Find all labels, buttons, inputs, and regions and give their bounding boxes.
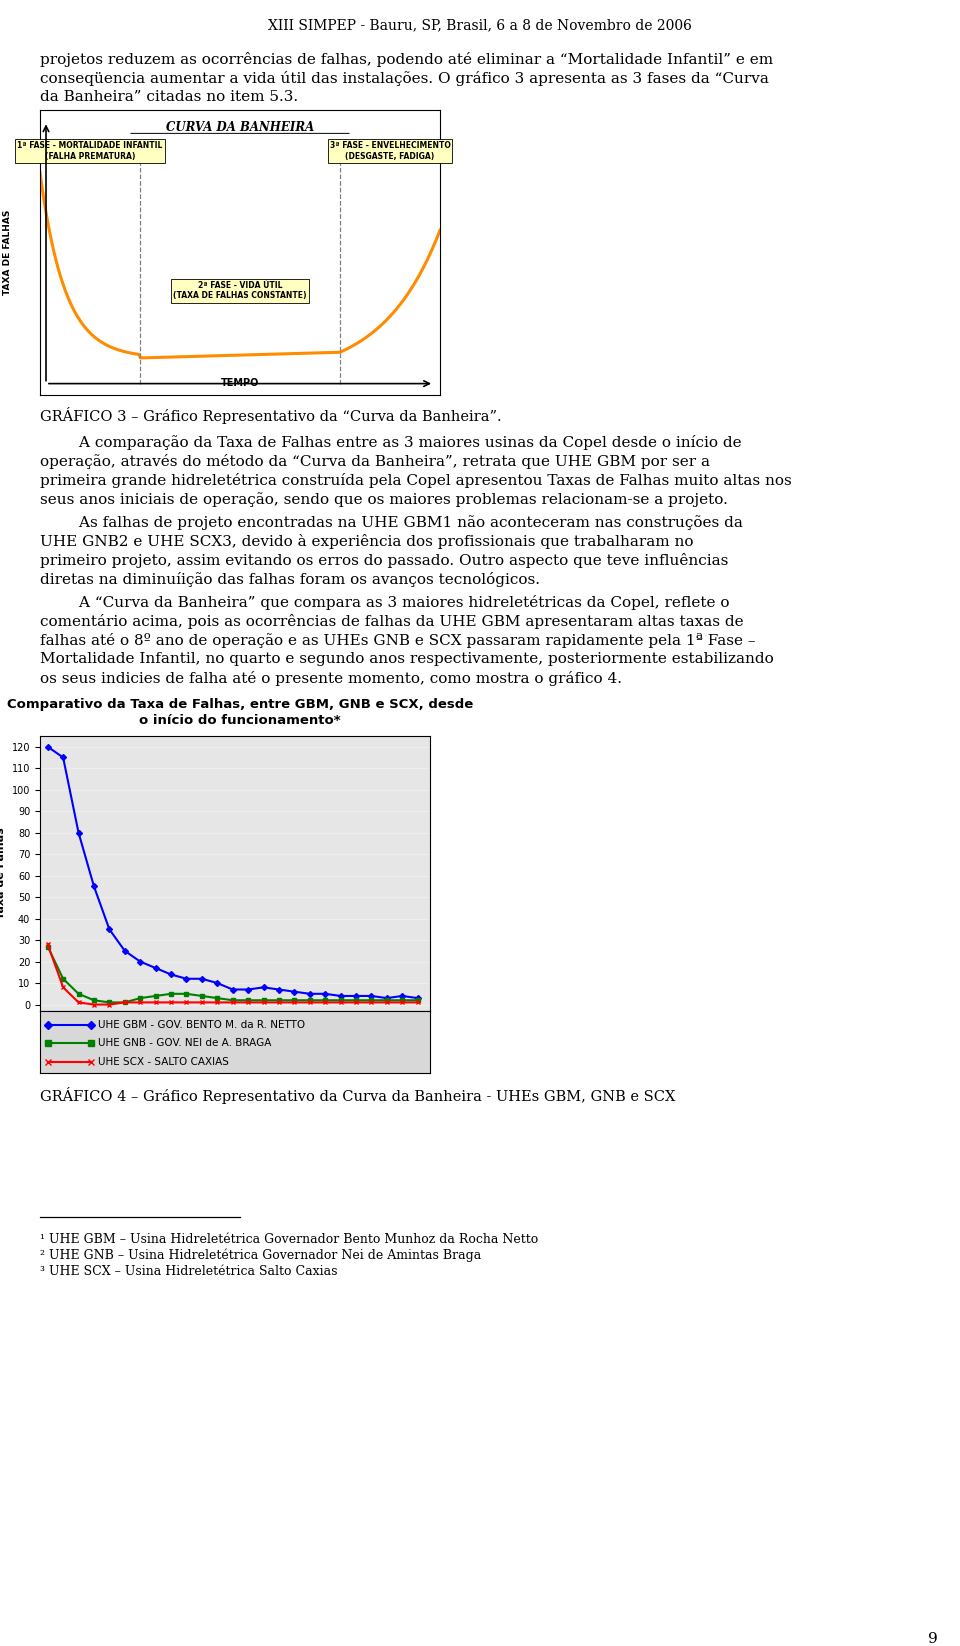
Text: ¹ UHE GBM – Usina Hidreletétrica Governador Bento Munhoz da Rocha Netto: ¹ UHE GBM – Usina Hidreletétrica Governa… (40, 1233, 539, 1246)
Text: Mortalidade Infantil, no quarto e segundo anos respectivamente, posteriormente e: Mortalidade Infantil, no quarto e segund… (40, 652, 774, 667)
Text: TEMPO: TEMPO (221, 379, 259, 388)
Text: ² UHE GNB – Usina Hidreletétrica Governador Nei de Amintas Braga: ² UHE GNB – Usina Hidreletétrica Governa… (40, 1249, 481, 1262)
Text: A “Curva da Banheira” que compara as 3 maiores hidreletétricas da Copel, reflete: A “Curva da Banheira” que compara as 3 m… (40, 594, 730, 611)
Text: primeiro projeto, assim evitando os erros do passado. Outro aspecto que teve inf: primeiro projeto, assim evitando os erro… (40, 553, 729, 568)
Text: o início do funcionamento*: o início do funcionamento* (139, 714, 341, 728)
Text: seus anos iniciais de operação, sendo que os maiores problemas relacionam-se a p: seus anos iniciais de operação, sendo qu… (40, 492, 728, 507)
Text: diretas na diminuíição das falhas foram os avanços tecnológicos.: diretas na diminuíição das falhas foram … (40, 573, 540, 588)
Text: operação, através do método da “Curva da Banheira”, retrata que UHE GBM por ser : operação, através do método da “Curva da… (40, 454, 710, 469)
Text: da Banheira” citadas no item 5.3.: da Banheira” citadas no item 5.3. (40, 91, 299, 104)
Text: conseqüencia aumentar a vida útil das instalações. O gráfico 3 apresenta as 3 fa: conseqüencia aumentar a vida útil das in… (40, 71, 769, 86)
Text: A comparação da Taxa de Falhas entre as 3 maiores usinas da Copel desde o início: A comparação da Taxa de Falhas entre as … (40, 435, 742, 449)
Text: CURVA DA BANHEIRA: CURVA DA BANHEIRA (166, 122, 314, 135)
Text: falhas até o 8º ano de operação e as UHEs GNB e SCX passaram rapidamente pela 1ª: falhas até o 8º ano de operação e as UHE… (40, 634, 756, 649)
Text: Comparativo da Taxa de Falhas, entre GBM, GNB e SCX, desde: Comparativo da Taxa de Falhas, entre GBM… (7, 698, 473, 711)
Text: As falhas de projeto encontradas na UHE GBM1 não aconteceram nas construções da: As falhas de projeto encontradas na UHE … (40, 515, 743, 530)
Text: TAXA DE FALHAS: TAXA DE FALHAS (4, 209, 12, 295)
Text: os seus indicies de falha até o presente momento, como mostra o gráfico 4.: os seus indicies de falha até o presente… (40, 672, 622, 686)
X-axis label: Anos de Funcionamento: Anos de Funcionamento (160, 1037, 310, 1047)
Text: XIII SIMPEP - Bauru, SP, Brasil, 6 a 8 de Novembro de 2006: XIII SIMPEP - Bauru, SP, Brasil, 6 a 8 d… (268, 18, 692, 31)
Text: 3ª FASE - ENVELHECIMENTO
(DESGASTE, FADIGA): 3ª FASE - ENVELHECIMENTO (DESGASTE, FADI… (329, 142, 450, 161)
Text: UHE GNB - GOV. NEI de A. BRAGA: UHE GNB - GOV. NEI de A. BRAGA (99, 1039, 272, 1049)
Text: 2ª FASE - VIDA ÚTIL
(TAXA DE FALHAS CONSTANTE): 2ª FASE - VIDA ÚTIL (TAXA DE FALHAS CONS… (173, 281, 307, 301)
Text: GRÁFICO 4 – Gráfico Representativo da Curva da Banheira - UHEs GBM, GNB e SCX: GRÁFICO 4 – Gráfico Representativo da Cu… (40, 1086, 676, 1104)
Text: ³ UHE SCX – Usina Hidreletétrica Salto Caxias: ³ UHE SCX – Usina Hidreletétrica Salto C… (40, 1266, 338, 1277)
Text: UHE GBM - GOV. BENTO M. da R. NETTO: UHE GBM - GOV. BENTO M. da R. NETTO (99, 1019, 305, 1030)
Text: UHE SCX - SALTO CAXIAS: UHE SCX - SALTO CAXIAS (99, 1057, 229, 1067)
Text: GRÁFICO 3 – Gráfico Representativo da “Curva da Banheira”.: GRÁFICO 3 – Gráfico Representativo da “C… (40, 407, 502, 425)
Bar (40, 736, 430, 1011)
Text: 1ª FASE - MORTALIDADE INFANTIL
(FALHA PREMATURA): 1ª FASE - MORTALIDADE INFANTIL (FALHA PR… (17, 142, 162, 161)
Text: primeira grande hidreletétrica construída pela Copel apresentou Taxas de Falhas : primeira grande hidreletétrica construíd… (40, 472, 792, 487)
Text: UHE GNB2 e UHE SCX3, devido à experiência dos profissionais que trabalharam no: UHE GNB2 e UHE SCX3, devido à experiênci… (40, 533, 693, 550)
Text: projetos reduzem as ocorrências de falhas, podendo até eliminar a “Mortalidade I: projetos reduzem as ocorrências de falha… (40, 53, 773, 67)
Y-axis label: Taxa de Falhas: Taxa de Falhas (0, 828, 6, 920)
Text: 9: 9 (928, 1631, 938, 1646)
Text: comentário acima, pois as ocorrências de falhas da UHE GBM apresentaram altas ta: comentário acima, pois as ocorrências de… (40, 614, 744, 629)
